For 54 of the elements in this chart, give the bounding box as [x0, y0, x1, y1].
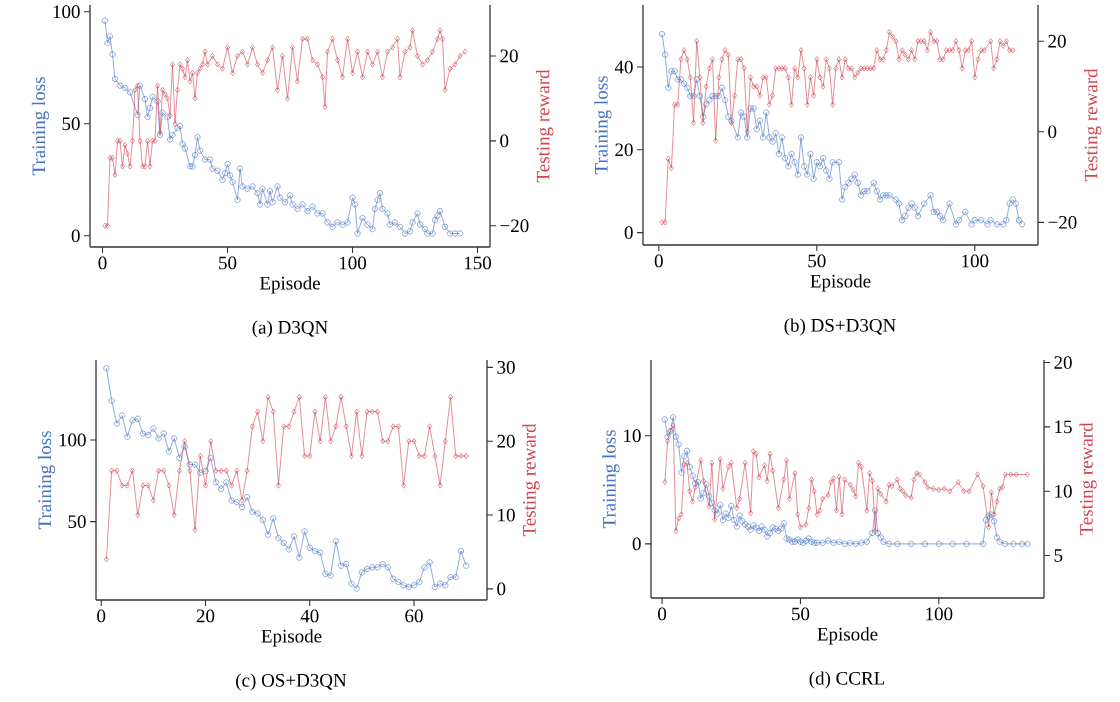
y2-tick-label: 20 [1048, 34, 1066, 48]
x-tick-label: 150 [464, 256, 492, 270]
y2-tick-label: 30 [497, 360, 515, 374]
y2-axis-title: Testing reward [536, 69, 554, 183]
y2-tick-label: −20 [500, 219, 529, 233]
y-axis-title: Training loss [31, 77, 50, 176]
y-tick-label: 20 [615, 143, 633, 157]
y2-tick-label: 0 [1048, 125, 1057, 139]
y2-tick-label: −20 [1048, 215, 1077, 229]
text: (b) DS+D3QN [784, 318, 896, 336]
x-tick-label: 100 [962, 254, 989, 268]
y-tick-label: 0 [632, 537, 641, 551]
y-tick-label: 0 [71, 229, 80, 243]
y-tick-label: 40 [614, 60, 633, 74]
y2-tick-label: 0 [500, 134, 509, 148]
x-tick-label: 0 [98, 256, 107, 270]
x-tick-label: 0 [97, 609, 106, 623]
x-tick-label: 50 [219, 256, 237, 270]
y-tick-label: 100 [59, 433, 86, 447]
y2-tick-label: 20 [500, 49, 518, 63]
y2-tick-label: 10 [1055, 484, 1072, 498]
x-axis-title: Episode [261, 629, 322, 647]
y2-axis-title: Testing reward [522, 423, 540, 537]
y2-axis-title: Testing reward [1079, 422, 1097, 536]
x-tick-label: 0 [654, 254, 663, 268]
y-axis-title: Training loss [37, 431, 56, 530]
x-tick-label: 0 [658, 607, 667, 621]
y-axis-title: Training loss [602, 430, 620, 529]
text: (d) CCRL [809, 671, 885, 689]
y-tick-label: 50 [68, 515, 86, 529]
y-tick-label: 100 [53, 5, 80, 19]
x-axis-title: Episode [810, 274, 871, 292]
y2-axis-title: Testing reward [1084, 68, 1102, 182]
y2-tick-label: 20 [497, 434, 515, 448]
x-tick-label: 100 [339, 256, 367, 270]
y-tick-label: 50 [62, 117, 80, 131]
y-axis-title: Training loss [594, 76, 612, 175]
y2-tick-label: 15 [1055, 420, 1072, 434]
x-axis-title: Episode [817, 627, 878, 645]
text: (a) D3QN [252, 320, 328, 338]
y2-tick-label: 0 [497, 582, 506, 596]
x-tick-label: 20 [196, 609, 215, 623]
y-tick-label: 10 [624, 429, 641, 443]
x-tick-label: 40 [300, 609, 319, 623]
x-tick-label: 50 [792, 607, 810, 621]
x-axis-title: Episode [259, 276, 320, 294]
y-tick-label: 0 [624, 226, 633, 239]
x-tick-label: 100 [926, 607, 953, 621]
x-tick-label: 50 [808, 254, 826, 268]
text: (c) OS+D3QN [236, 673, 347, 691]
y2-tick-label: 10 [498, 508, 515, 522]
x-tick-label: 60 [405, 609, 423, 623]
y2-tick-label: 20 [1054, 356, 1072, 369]
y2-tick-label: 5 [1054, 549, 1063, 562]
